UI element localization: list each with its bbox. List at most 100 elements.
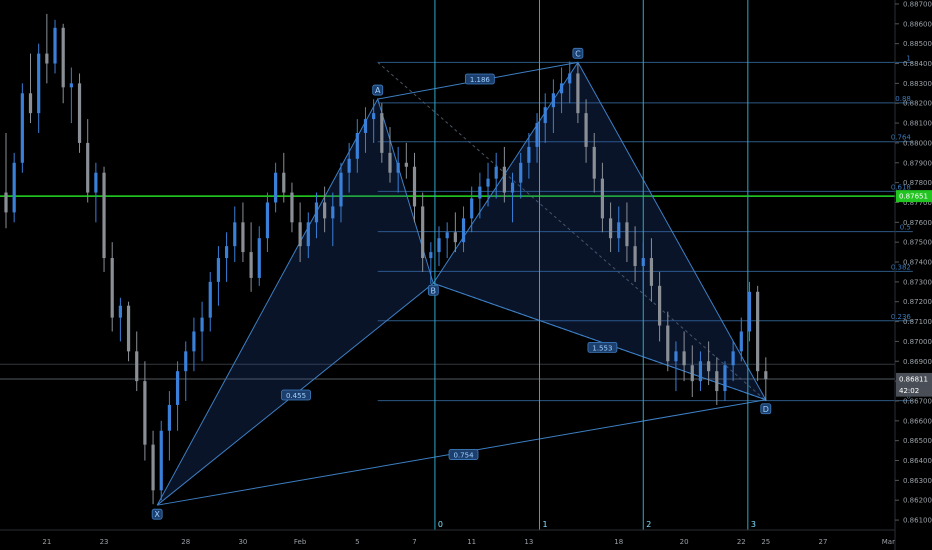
pattern-point-badge [760, 403, 772, 415]
candle-body [126, 305, 131, 352]
price-tick-label: 0.88100 [903, 120, 932, 128]
candle-body [208, 281, 212, 318]
price-axis[interactable]: 0.88700 0.88600 0.88500 0.88400 0.88300 0.882… [895, 0, 932, 525]
candle-body [184, 351, 188, 372]
price-tick-label: 0.86900 [903, 358, 932, 366]
candle-body [28, 93, 33, 114]
candle-body [118, 305, 122, 318]
candle-body [363, 119, 368, 133]
candle-body [94, 172, 98, 193]
candle-body [739, 331, 743, 352]
price-tick-label: 0.87400 [903, 259, 932, 267]
candle-body [102, 172, 106, 259]
price-tick-label: 0.87000 [903, 338, 932, 346]
candle-body [625, 222, 629, 247]
candle-body [388, 152, 392, 173]
candle-body [502, 166, 506, 193]
time-tick-label: Mar [882, 538, 895, 546]
price-tick-label: 0.87300 [903, 278, 932, 286]
time-tick-label: 13 [524, 538, 533, 546]
candle-body [77, 83, 82, 143]
ratio-label: 0.754 [453, 452, 474, 460]
candle-body [478, 186, 482, 199]
pattern-point-badge [427, 284, 439, 296]
price-tick-label: 0.88400 [903, 60, 932, 68]
cycle-label: 0 [438, 520, 443, 529]
candle-body [641, 258, 645, 266]
fib-level-label: 0.382 [891, 263, 911, 271]
candle-body [274, 172, 278, 203]
candle-body [110, 258, 114, 318]
candle-body [453, 232, 457, 243]
price-tick-label: 0.87200 [903, 298, 932, 306]
candle-body [658, 285, 662, 326]
candle-body [61, 27, 65, 88]
candle-body [723, 365, 727, 392]
pattern-point-label: A [375, 86, 381, 95]
price-tick-label: 0.87600 [903, 219, 932, 227]
candle-body [233, 222, 237, 247]
pattern-point-label: B [431, 286, 437, 295]
candle-body [45, 53, 49, 64]
price-tick-label: 0.87500 [903, 239, 932, 247]
candle-body [282, 172, 286, 193]
candle-body [355, 132, 359, 159]
candle-body [633, 246, 637, 266]
candle-body [666, 325, 670, 362]
candle-body [617, 222, 621, 239]
price-tick-label: 0.88000 [903, 139, 932, 147]
fib-level-label: 0.5 [900, 224, 911, 232]
candle-body [445, 232, 449, 239]
time-tick-label: 5 [355, 538, 359, 546]
price-tick-label: 0.88700 [903, 0, 932, 8]
candle-body [37, 53, 41, 114]
candle-body [265, 202, 270, 239]
candle-body [674, 351, 678, 362]
candle-body [314, 202, 319, 223]
price-tick-label: 0.86500 [903, 437, 932, 445]
time-tick-label: 25 [761, 538, 770, 546]
price-tick-label: 0.86400 [903, 457, 932, 465]
candle-body [412, 166, 417, 207]
candle-body [551, 93, 555, 108]
candle-body [306, 222, 310, 247]
time-tick-label: 18 [614, 538, 623, 546]
time-tick-label: 21 [42, 538, 51, 546]
fib-trend-line [377, 61, 767, 401]
time-axis[interactable]: 21 23 28 30 Feb 5 7 11 13 18 20 22 25 27 Mar [42, 538, 895, 546]
price-tick-label: 0.88600 [903, 20, 932, 28]
candle-body [404, 162, 408, 167]
fib-level-label: 0.88 [895, 95, 911, 103]
time-tick-label: 23 [100, 538, 109, 546]
candle-body [347, 158, 351, 173]
candle-body [494, 166, 498, 179]
candle-body [682, 351, 686, 366]
ratio-label: 1.186 [470, 76, 491, 84]
candle-body [143, 381, 147, 445]
candle-body [527, 146, 531, 163]
pattern-point-label: D [763, 405, 769, 414]
candle-body [568, 73, 572, 84]
candle-body [175, 371, 180, 405]
ratio-badge [464, 73, 495, 85]
price-tick-label: 0.86600 [903, 417, 932, 425]
price-tick-label: 0.88500 [903, 40, 932, 48]
fib-level-label: 0.764 [891, 134, 912, 142]
pattern-point-badge [572, 47, 584, 59]
time-tick-label: Feb [294, 538, 307, 546]
candle-body [421, 206, 425, 259]
price-tick-label: 0.86200 [903, 497, 932, 505]
candle-body [86, 142, 90, 193]
candle-body [608, 218, 613, 239]
candle-body [216, 258, 221, 282]
cycle-label: 2 [646, 520, 651, 529]
price-tick-label: 0.88200 [903, 100, 932, 108]
candle-body [12, 162, 16, 213]
pattern-point-label: X [154, 510, 160, 519]
candle-body [707, 361, 711, 372]
price-badge-label: 42:02 [899, 387, 919, 395]
time-tick-label: 27 [819, 538, 828, 546]
price-tick-label: 0.86100 [903, 517, 932, 525]
